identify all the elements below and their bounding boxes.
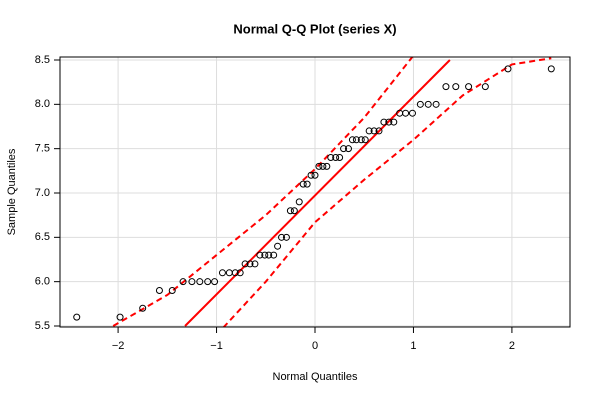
x-tick-label: 1 xyxy=(410,340,416,352)
point xyxy=(432,100,440,108)
point xyxy=(375,127,383,135)
point xyxy=(225,269,233,277)
point xyxy=(319,162,327,170)
point xyxy=(188,278,196,286)
point xyxy=(116,313,124,321)
point xyxy=(390,118,398,126)
point xyxy=(282,233,290,241)
point xyxy=(340,145,348,153)
point xyxy=(265,251,273,259)
point xyxy=(256,251,264,259)
point xyxy=(155,287,163,295)
confidence-band xyxy=(112,57,414,327)
point xyxy=(361,136,369,144)
point xyxy=(348,136,356,144)
point xyxy=(452,83,460,91)
point xyxy=(278,233,286,241)
point xyxy=(218,269,226,277)
point xyxy=(311,171,319,179)
point xyxy=(307,171,315,179)
point xyxy=(303,180,311,188)
point xyxy=(196,278,204,286)
point xyxy=(290,207,298,215)
point xyxy=(270,251,278,259)
y-tick-label: 7.5 xyxy=(35,143,50,155)
x-tick-label: 0 xyxy=(312,340,318,352)
y-tick-label: 5.5 xyxy=(35,320,50,332)
point xyxy=(370,127,378,135)
point xyxy=(547,65,555,73)
point xyxy=(204,278,212,286)
x-tick-label: −1 xyxy=(210,340,223,352)
point xyxy=(315,162,323,170)
y-axis-label: Sample Quantiles xyxy=(6,148,18,235)
x-axis-label: Normal Quantiles xyxy=(273,371,358,383)
y-tick-label: 8.0 xyxy=(35,98,50,110)
point xyxy=(481,83,489,91)
y-tick-label: 6.5 xyxy=(35,231,50,243)
y-tick-label: 7.0 xyxy=(35,187,50,199)
point xyxy=(504,65,512,73)
point xyxy=(211,278,219,286)
point xyxy=(295,198,303,206)
point xyxy=(73,313,81,321)
point xyxy=(424,100,432,108)
point xyxy=(299,180,307,188)
point xyxy=(365,127,373,135)
grid xyxy=(60,57,570,327)
point xyxy=(408,109,416,117)
chart-title: Normal Q-Q Plot (series X) xyxy=(233,21,396,36)
point xyxy=(179,278,187,286)
point xyxy=(465,83,473,91)
point xyxy=(352,136,360,144)
point xyxy=(168,287,176,295)
point xyxy=(246,260,254,268)
confidence-band xyxy=(222,57,552,327)
point xyxy=(416,100,424,108)
point xyxy=(357,136,365,144)
point xyxy=(385,118,393,126)
point xyxy=(323,162,331,170)
point xyxy=(286,207,294,215)
x-tick-label: −2 xyxy=(112,340,125,352)
point xyxy=(332,154,340,162)
point xyxy=(251,260,259,268)
point xyxy=(274,242,282,250)
y-tick-label: 6.0 xyxy=(35,276,50,288)
point xyxy=(336,154,344,162)
point xyxy=(327,154,335,162)
point xyxy=(241,260,249,268)
y-tick-label: 8.5 xyxy=(35,54,50,66)
point xyxy=(380,118,388,126)
point xyxy=(139,304,147,312)
point xyxy=(231,269,239,277)
point xyxy=(236,269,244,277)
reference-line xyxy=(184,59,451,327)
point xyxy=(442,83,450,91)
plot-area xyxy=(73,57,555,327)
x-tick-label: 2 xyxy=(509,340,515,352)
point xyxy=(402,109,410,117)
point xyxy=(261,251,269,259)
point xyxy=(344,145,352,153)
